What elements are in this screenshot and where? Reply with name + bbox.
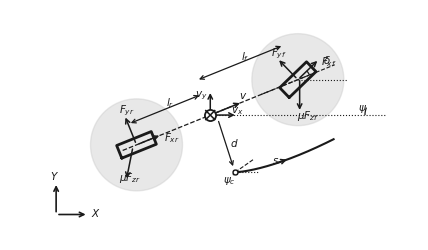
Text: $F_{yr}$: $F_{yr}$ xyxy=(119,104,135,118)
Text: $\psi_c$: $\psi_c$ xyxy=(223,176,235,188)
Text: $l_f$: $l_f$ xyxy=(241,50,250,64)
Text: $\mu F_{zf}$: $\mu F_{zf}$ xyxy=(297,110,318,124)
Text: $d$: $d$ xyxy=(230,137,239,149)
Text: $v$: $v$ xyxy=(239,91,247,101)
Text: $\mu F_{zr}$: $\mu F_{zr}$ xyxy=(119,171,141,185)
Text: $s$: $s$ xyxy=(273,156,279,166)
Circle shape xyxy=(90,99,182,191)
Text: $\psi$: $\psi$ xyxy=(357,103,366,115)
Circle shape xyxy=(252,34,344,126)
Text: $F_{yf}$: $F_{yf}$ xyxy=(271,46,287,61)
Text: $X$: $X$ xyxy=(91,207,101,219)
Text: $Y$: $Y$ xyxy=(50,170,59,182)
Text: $v_y$: $v_y$ xyxy=(195,90,208,102)
Text: $l_r$: $l_r$ xyxy=(166,96,175,110)
Text: $F_{xf}$: $F_{xf}$ xyxy=(321,55,337,69)
Text: $\delta$: $\delta$ xyxy=(323,54,331,66)
Text: $v_x$: $v_x$ xyxy=(232,105,244,117)
Text: $F_{xr}$: $F_{xr}$ xyxy=(164,131,179,145)
